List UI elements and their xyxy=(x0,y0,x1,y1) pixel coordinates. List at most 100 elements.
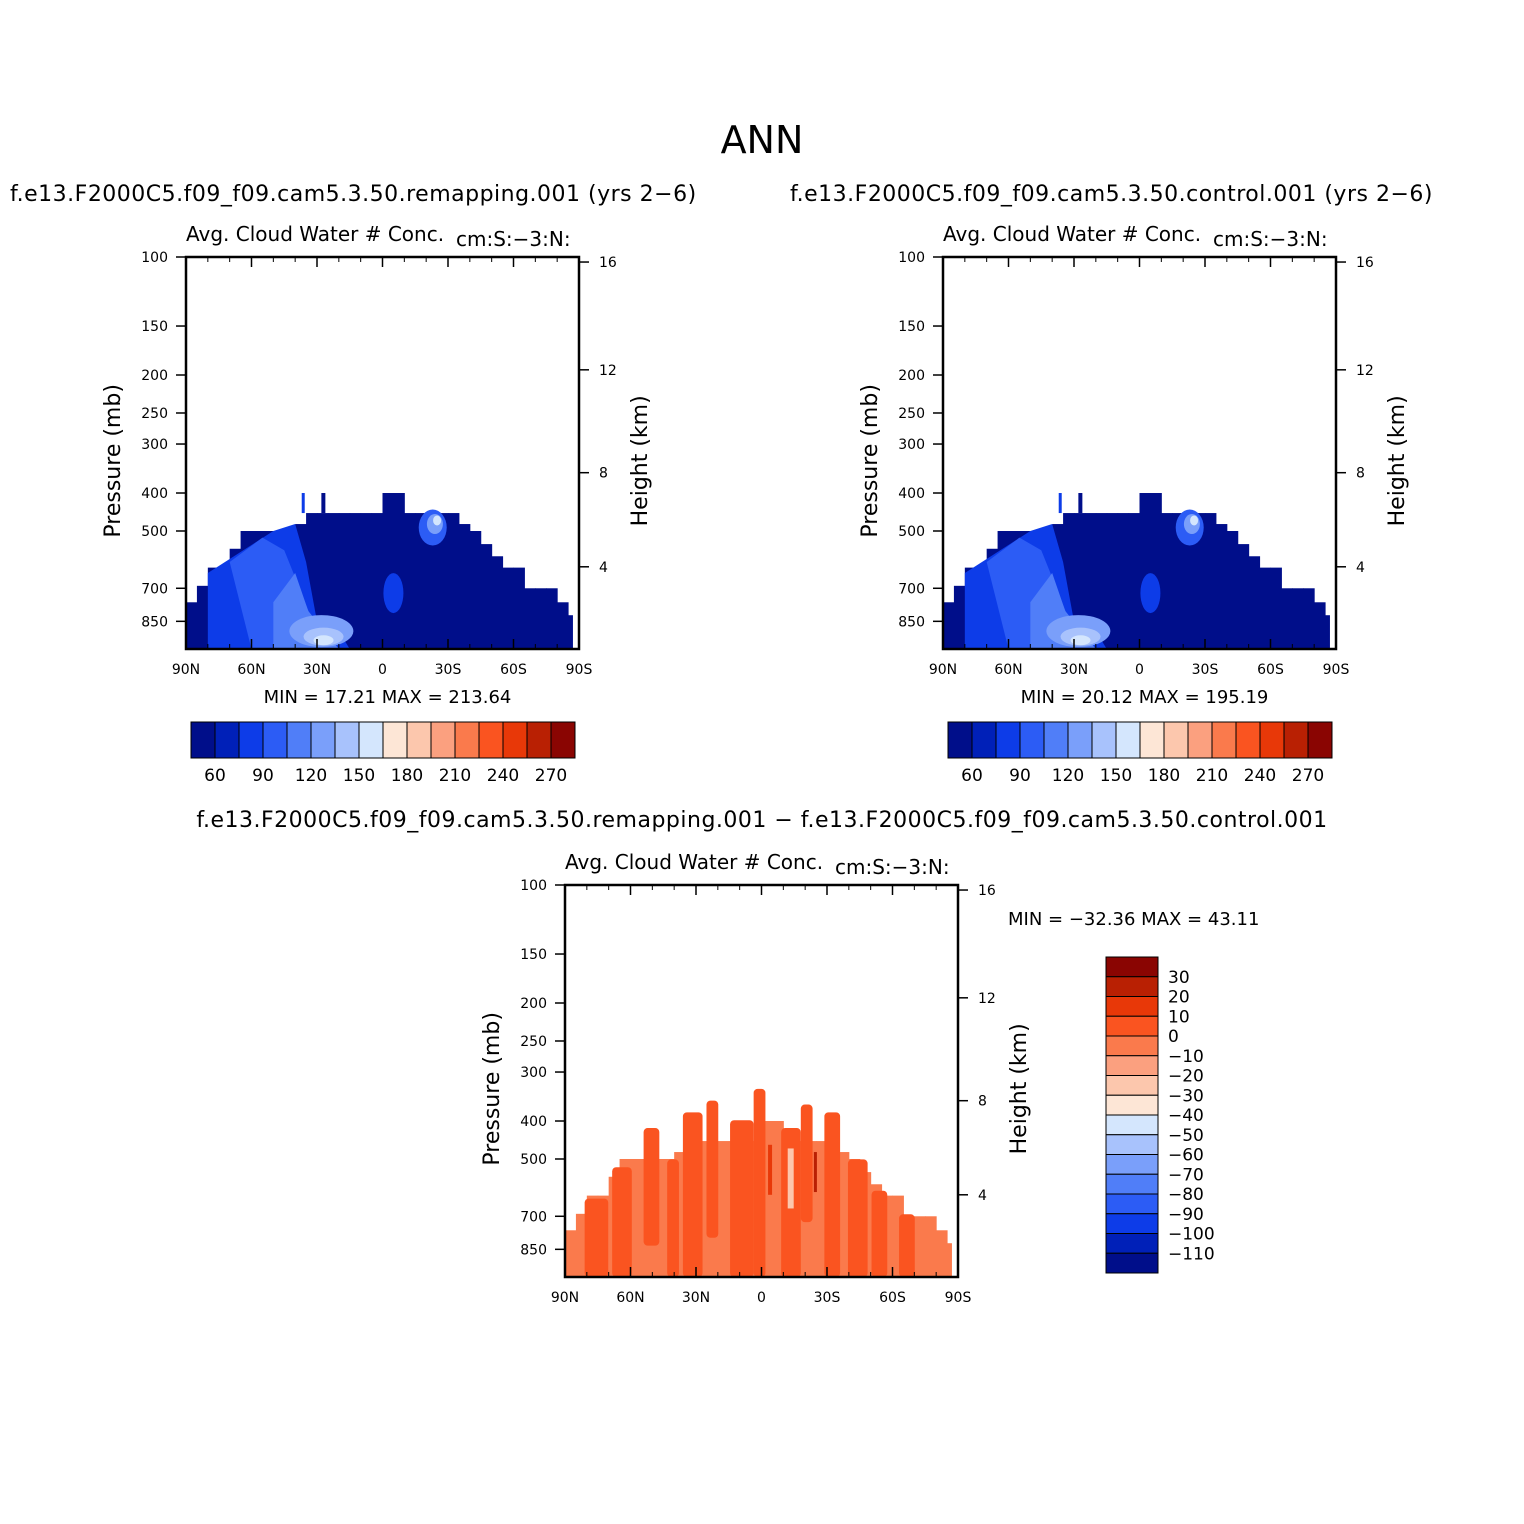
field-region xyxy=(899,1214,915,1277)
x-tick-label: 90S xyxy=(1323,662,1350,678)
field-column xyxy=(349,513,362,649)
colorbar-box xyxy=(1105,976,1159,997)
field-column xyxy=(674,1152,686,1277)
field-column xyxy=(502,567,514,649)
colorbar-label: 0 xyxy=(1168,1027,1179,1047)
colorbar-box xyxy=(1105,996,1159,1017)
field-column xyxy=(426,513,438,649)
y-tick-label: 250 xyxy=(141,406,168,422)
field-column xyxy=(1063,513,1075,649)
colorbar-box xyxy=(1105,1075,1159,1096)
colorbar-box xyxy=(1115,721,1141,759)
colorbar-box xyxy=(358,721,384,759)
field-column xyxy=(196,585,209,649)
field-column xyxy=(513,567,525,649)
colorbar-box xyxy=(1105,1015,1159,1037)
field-column xyxy=(837,1152,850,1277)
subtitle: Avg. Cloud Water # Conc. xyxy=(186,222,444,246)
contour-field xyxy=(186,493,573,649)
colorbar-label: 210 xyxy=(1196,766,1228,786)
field-column xyxy=(1325,615,1330,649)
field-region xyxy=(584,1198,609,1277)
x-tick-label: 0 xyxy=(378,662,387,678)
colorbar-box xyxy=(1067,721,1093,759)
field-column xyxy=(1281,588,1293,649)
units-label: cm:S:−3:N: xyxy=(1213,227,1328,251)
colorbar-label: 240 xyxy=(1244,766,1276,786)
y-tick-label: 300 xyxy=(898,437,925,453)
main-title: ANN xyxy=(720,118,804,162)
colorbar-label: 20 xyxy=(1168,988,1190,1008)
colorbar-box xyxy=(1105,1233,1159,1254)
y-tick-label: 400 xyxy=(141,486,168,502)
min-max-label: MIN = −32.36 MAX = 43.11 xyxy=(1008,909,1259,930)
x-tick-label: 90N xyxy=(551,1290,579,1306)
field-region xyxy=(847,1159,868,1277)
colorbar-box xyxy=(1211,721,1237,759)
y-tick-label: 100 xyxy=(520,878,547,894)
colorbar-box xyxy=(1105,1055,1159,1076)
field-column xyxy=(1292,588,1304,649)
x-tick-label: 90S xyxy=(945,1290,972,1306)
min-max-label: MIN = 17.21 MAX = 213.64 xyxy=(264,687,512,708)
field-column xyxy=(1215,524,1228,649)
colorbar-box xyxy=(1105,956,1159,978)
colorbar-label: 90 xyxy=(252,766,274,786)
colorbar-box xyxy=(1187,721,1213,759)
colorbar-label: −70 xyxy=(1168,1165,1204,1185)
x-tick-label: 30N xyxy=(1060,662,1088,678)
field-column xyxy=(1161,513,1173,649)
field-region xyxy=(753,1088,766,1277)
colorbar-box xyxy=(1307,721,1333,759)
y-tick-label: 500 xyxy=(520,1152,547,1168)
colorbar-label: 270 xyxy=(1292,766,1324,786)
field-column xyxy=(1205,513,1217,649)
field-region xyxy=(383,573,404,614)
colorbar-box xyxy=(238,721,264,759)
colorbar-label: 30 xyxy=(1168,968,1190,988)
y-tick-label: 700 xyxy=(520,1209,547,1225)
y-tick-label: 500 xyxy=(898,524,925,540)
subtitle: Avg. Cloud Water # Conc. xyxy=(565,850,823,874)
x-tick-label: 60N xyxy=(616,1290,644,1306)
field-column xyxy=(565,1230,577,1277)
x-tick-label: 30N xyxy=(303,662,331,678)
colorbar-box xyxy=(1235,721,1261,759)
field-region xyxy=(824,1112,841,1277)
colorbar-box xyxy=(190,721,216,759)
field-column xyxy=(491,556,504,649)
colorbar-box xyxy=(1163,721,1189,759)
colorbar-label: −10 xyxy=(1168,1047,1204,1067)
colorbar-box xyxy=(1259,721,1285,759)
y2-tick-label: 4 xyxy=(1356,560,1365,576)
colorbar-box xyxy=(1283,721,1309,759)
y-tick-label: 200 xyxy=(898,368,925,384)
field-region xyxy=(1190,515,1199,526)
field-region xyxy=(787,1148,794,1209)
y-tick-label: 700 xyxy=(141,581,168,597)
y-tick-label: 150 xyxy=(520,947,547,963)
y-tick-label: 850 xyxy=(141,614,168,630)
colorbar-box xyxy=(526,721,552,759)
field-column xyxy=(816,1141,828,1277)
field-column xyxy=(327,513,340,649)
colorbar-label: 180 xyxy=(391,766,423,786)
field-column xyxy=(1172,513,1184,649)
field-column xyxy=(360,513,373,649)
colorbar-label: −110 xyxy=(1168,1244,1215,1264)
y-tick-label: 150 xyxy=(141,319,168,335)
panel-left-case-title: f.e13.F2000C5.f09_f09.cam5.3.50.remappin… xyxy=(10,182,697,207)
field-column xyxy=(881,1195,893,1277)
colorbar-box xyxy=(1105,1134,1159,1155)
colorbar-label: 240 xyxy=(487,766,519,786)
colorbar-box xyxy=(1105,1114,1159,1136)
colorbar-box xyxy=(310,721,336,759)
y2-tick-label: 4 xyxy=(599,560,608,576)
y-tick-label: 400 xyxy=(898,486,925,502)
colorbar-box xyxy=(334,721,360,759)
x-tick-label: 0 xyxy=(757,1290,766,1306)
y-axis-label: Pressure (mb) xyxy=(101,384,126,537)
field-region xyxy=(813,1152,817,1193)
y2-axis-label: Height (km) xyxy=(1385,395,1410,526)
